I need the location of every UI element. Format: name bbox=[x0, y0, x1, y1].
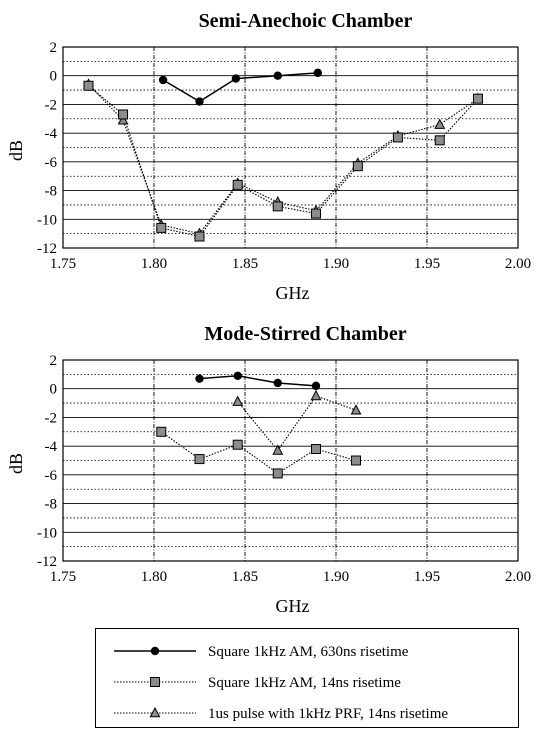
data-point-triangle bbox=[272, 444, 284, 455]
data-point-square bbox=[472, 93, 483, 104]
legend-label-triangle: 1us pulse with 1kHz PRF, 14ns risetime bbox=[208, 706, 448, 722]
y-tick-label: 2 bbox=[50, 353, 58, 369]
data-point-square bbox=[351, 455, 362, 466]
y-tick-label: -12 bbox=[37, 241, 57, 257]
x-tick-label: 2.00 bbox=[505, 256, 531, 272]
series-line-square bbox=[88, 85, 479, 238]
data-point-triangle bbox=[117, 114, 129, 125]
legend-marker-circle bbox=[150, 646, 160, 656]
series-line-square bbox=[160, 431, 357, 475]
data-point-square bbox=[272, 201, 283, 212]
data-point-square bbox=[118, 109, 129, 120]
data-point-square bbox=[232, 439, 243, 450]
semi-anechoic-chart: Semi-Anechoic Chamber 2 0 -2 -4 -6 -8 -10 -121.7… bbox=[6, 10, 531, 303]
plot-frame bbox=[62, 46, 519, 249]
y-tick-label: -4 bbox=[45, 126, 58, 142]
data-point-square bbox=[194, 454, 205, 465]
x-tick-label: 1.90 bbox=[323, 569, 349, 585]
data-point-circle bbox=[233, 371, 242, 380]
data-point-circle bbox=[195, 374, 204, 383]
series-line-circle bbox=[199, 375, 317, 387]
data-point-triangle bbox=[310, 389, 322, 401]
data-point-circle bbox=[158, 75, 168, 85]
y-tick-label: -2 bbox=[45, 410, 58, 426]
chart-title: Mode-Stirred Chamber bbox=[204, 323, 406, 345]
data-point-circle bbox=[273, 71, 282, 80]
chart-title: Semi-Anechoic Chamber bbox=[199, 10, 413, 32]
data-point-square bbox=[232, 179, 243, 190]
data-point-triangle bbox=[350, 404, 362, 415]
series-line-triangle bbox=[88, 83, 479, 235]
y-tick-label: -10 bbox=[37, 525, 57, 541]
data-point-circle bbox=[195, 97, 204, 106]
y-tick-label: -12 bbox=[37, 554, 57, 570]
data-point-circle bbox=[313, 68, 322, 78]
y-tick-label: -2 bbox=[45, 97, 58, 113]
x-tick-label: 1.90 bbox=[323, 256, 349, 272]
x-tick-label: 1.75 bbox=[50, 569, 76, 585]
x-tick-label: 1.85 bbox=[232, 256, 258, 272]
legend-marker-square bbox=[150, 677, 160, 687]
plot-frame bbox=[62, 359, 519, 562]
x-tick-label: 2.00 bbox=[505, 569, 531, 585]
y-tick-label: 0 bbox=[50, 382, 58, 398]
data-point-square bbox=[194, 231, 205, 242]
y-tick-label: -10 bbox=[37, 212, 57, 228]
data-point-circle bbox=[311, 381, 321, 391]
y-tick-label: 0 bbox=[50, 69, 58, 85]
x-tick-label: 1.95 bbox=[414, 569, 440, 585]
y-axis-label: dB bbox=[6, 140, 26, 161]
data-point-square bbox=[352, 161, 363, 172]
data-point-circle bbox=[231, 74, 241, 83]
data-point-square bbox=[434, 135, 445, 146]
legend: Square 1kHz AM, 630ns risetime Square 1kH… bbox=[95, 628, 519, 728]
data-point-circle bbox=[273, 378, 282, 388]
x-axis-label: GHz bbox=[276, 596, 310, 616]
legend-label-circle: Square 1kHz AM, 630ns risetime bbox=[208, 644, 409, 660]
y-tick-label: -8 bbox=[45, 497, 58, 513]
x-tick-label: 1.75 bbox=[50, 256, 76, 272]
y-tick-label: -6 bbox=[45, 468, 58, 484]
y-axis-label: dB bbox=[6, 453, 26, 474]
data-point-square bbox=[156, 426, 167, 437]
y-tick-label: 2 bbox=[50, 40, 58, 56]
y-tick-label: -6 bbox=[45, 155, 58, 171]
legend-label-square: Square 1kHz AM, 14ns risetime bbox=[208, 675, 401, 691]
data-point-square bbox=[83, 80, 94, 91]
x-tick-label: 1.80 bbox=[141, 256, 167, 272]
data-point-triangle bbox=[232, 395, 244, 406]
x-tick-label: 1.85 bbox=[232, 569, 258, 585]
legend-marker-triangle bbox=[149, 706, 161, 718]
mode-stirred-chart: Mode-Stirred Chamber 2 0 -2 -4 -6 -8 -10 -121.75… bbox=[6, 323, 531, 616]
data-point-triangle bbox=[434, 118, 446, 129]
data-point-square bbox=[392, 132, 403, 143]
data-point-square bbox=[156, 222, 167, 233]
legend-items: Square 1kHz AM, 630ns risetime Square 1kH… bbox=[114, 644, 448, 722]
y-tick-label: -4 bbox=[45, 439, 58, 455]
data-point-square bbox=[272, 468, 283, 479]
x-axis-label: GHz bbox=[276, 283, 310, 303]
series-line-triangle bbox=[237, 395, 357, 452]
data-point-square bbox=[310, 208, 321, 219]
data-point-square bbox=[310, 444, 321, 455]
series-line-circle bbox=[162, 72, 318, 103]
x-tick-label: 1.80 bbox=[141, 569, 167, 585]
y-tick-label: -8 bbox=[45, 184, 58, 200]
x-tick-label: 1.95 bbox=[414, 256, 440, 272]
